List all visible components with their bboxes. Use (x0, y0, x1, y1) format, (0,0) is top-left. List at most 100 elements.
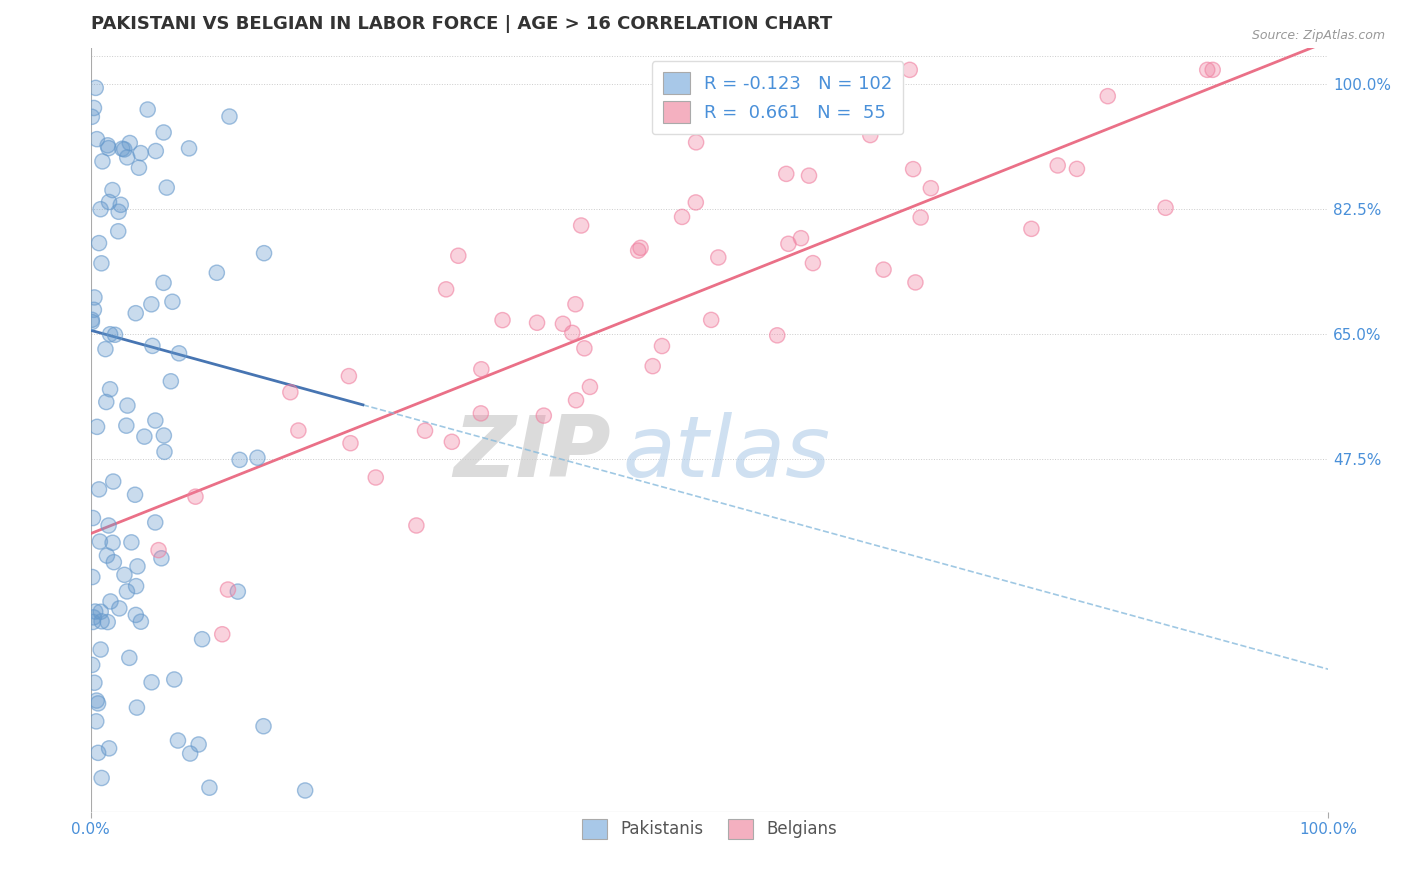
Point (125, 607, 148, 622)
Point (87, 697, 110, 711)
Point (84, 605, 107, 619)
Point (101, 535, 124, 549)
Point (87, 236, 110, 251)
Point (218, 110, 240, 124)
Point (707, 251, 730, 265)
Point (447, 249, 470, 263)
Point (91, 154, 114, 169)
Point (115, 150, 138, 164)
Point (89, 534, 111, 549)
Point (90, 202, 112, 217)
Point (103, 475, 125, 489)
Point (177, 141, 200, 155)
Point (118, 651, 141, 665)
Point (83, 290, 105, 304)
Point (115, 418, 138, 433)
Point (141, 339, 163, 353)
Point (124, 488, 146, 502)
Point (84, 81, 107, 95)
Point (447, 249, 470, 263)
Point (80, 315, 103, 329)
Point (671, 210, 693, 224)
Point (83, 610, 105, 624)
Point (413, 424, 436, 438)
Point (141, 297, 163, 311)
Point (440, 434, 463, 449)
Point (920, 181, 942, 195)
Point (226, 584, 249, 599)
Point (136, 103, 159, 117)
Point (83, 675, 105, 690)
Point (128, 161, 150, 175)
Point (405, 518, 427, 533)
Point (83, 290, 105, 304)
Point (82, 511, 104, 525)
Point (160, 374, 183, 388)
Point (1202, 62, 1225, 77)
Point (1154, 201, 1177, 215)
Point (898, 62, 921, 77)
Point (145, 144, 167, 158)
Point (167, 733, 190, 747)
Point (127, 559, 149, 574)
Point (117, 399, 139, 413)
Point (90, 642, 112, 657)
Point (191, 632, 214, 647)
Point (470, 406, 492, 420)
Point (141, 297, 163, 311)
Point (98, 741, 121, 756)
Point (910, 211, 932, 225)
Point (112, 142, 135, 156)
Point (90, 202, 112, 217)
Text: ZIP: ZIP (453, 411, 610, 494)
Point (80, 315, 103, 329)
Point (98, 741, 121, 756)
Point (294, 783, 316, 797)
Point (872, 262, 894, 277)
Point (101, 183, 124, 197)
Point (551, 317, 574, 331)
Point (434, 282, 457, 296)
Point (110, 198, 132, 212)
Point (707, 251, 730, 265)
Point (152, 126, 174, 140)
Point (294, 783, 316, 797)
Point (150, 551, 173, 566)
Point (579, 380, 602, 394)
Point (96, 549, 118, 563)
Point (775, 167, 797, 181)
Point (97, 138, 120, 153)
Point (187, 738, 209, 752)
Point (574, 341, 596, 355)
Text: PAKISTANI VS BELGIAN IN LABOR FORCE | AGE > 16 CORRELATION CHART: PAKISTANI VS BELGIAN IN LABOR FORCE | AG… (90, 15, 832, 33)
Point (83, 101, 105, 115)
Point (108, 601, 131, 615)
Point (87, 483, 110, 497)
Point (94, 342, 117, 356)
Point (163, 673, 186, 687)
Point (364, 470, 387, 484)
Point (685, 195, 707, 210)
Point (98, 382, 121, 396)
Point (630, 241, 652, 255)
Point (1066, 161, 1088, 176)
Point (627, 244, 650, 258)
Text: atlas: atlas (623, 411, 831, 494)
Point (153, 428, 176, 442)
Point (84, 605, 107, 619)
Point (226, 584, 249, 599)
Point (491, 313, 513, 327)
Point (100, 594, 122, 608)
Point (163, 673, 186, 687)
Point (97, 141, 120, 155)
Point (364, 470, 387, 484)
Point (91, 154, 114, 169)
Point (117, 399, 139, 413)
Point (128, 161, 150, 175)
Point (153, 445, 176, 459)
Point (205, 266, 228, 280)
Point (114, 567, 136, 582)
Point (143, 413, 166, 427)
Point (82, 570, 104, 584)
Point (337, 369, 360, 384)
